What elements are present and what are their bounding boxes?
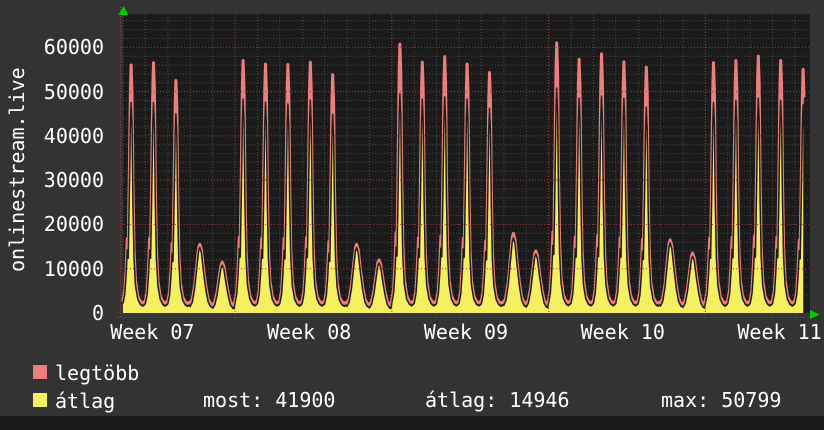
legend-swatch-max [33,365,47,379]
x-week-label: Week 08 [267,320,352,344]
y-tick-label: 60000 [43,35,104,60]
y-tick-label: 10000 [43,256,104,281]
y-tick-label: 40000 [43,123,104,148]
legend-swatch-avg [33,393,47,407]
x-axis-arrow-icon [810,310,820,319]
stat-max: max: 50799 [661,388,782,412]
y-tick-label: 0 [91,301,104,325]
x-week-label: Week 10 [580,320,665,344]
stat-current: most: 41900 [203,388,336,412]
x-week-label: Week 11 [737,320,822,344]
y-tick-label: 30000 [43,168,104,193]
y-axis-arrow-icon [118,6,129,15]
x-week-label: Week 09 [423,320,509,344]
x-week-label: Week 07 [110,320,195,344]
y-tick-label: 50000 [43,79,104,104]
legend-label-max: legtöbb [55,361,140,385]
bottom-strip [0,416,824,430]
legend-label-avg: átlag [55,389,116,413]
stat-average: átlag: 14946 [425,388,570,412]
y-tick-label: 20000 [43,212,104,237]
